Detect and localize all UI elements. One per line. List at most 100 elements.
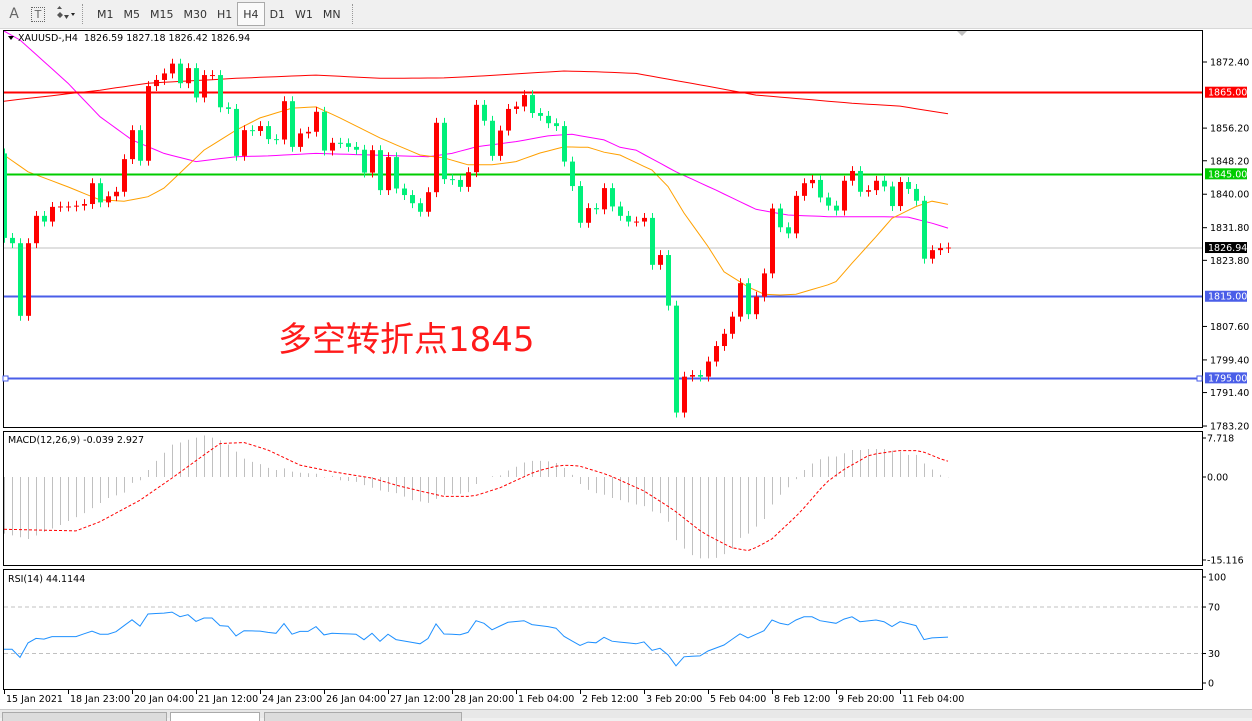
macd-panel-border [3,431,1203,566]
time-tick-label: 8 Feb 12:00 [774,694,830,705]
candle-body [914,188,919,201]
candle [130,125,135,165]
text-tool-icon[interactable]: A [9,6,19,22]
candle-body [234,108,239,156]
candle [890,181,895,211]
text-label-tool-icon[interactable]: T [31,6,45,22]
candle [674,300,679,418]
candle [170,58,175,79]
chart-annotation-text[interactable]: 多空转折点1845 [278,320,535,360]
rsi-label: RSI(14) 44.1144 [8,574,85,585]
candle-body [714,346,719,362]
price-tick-label: 1783.20 [1210,422,1249,433]
rsi-panel-border [3,569,1203,690]
candle [194,63,199,103]
toolbar-separator [82,4,86,24]
candle [850,166,855,186]
time-tick-label: 26 Jan 04:00 [326,694,386,705]
level-price-label-bg [1205,86,1247,98]
candle-body [498,130,503,156]
price-axis: 1872.40 1856.20 1848.20 1840.00 1831.80 1823.… [1203,58,1249,690]
candle-body [866,190,871,192]
timeframe-m1[interactable]: M1 [97,7,114,21]
candle-body [250,130,255,132]
candle-body [466,172,471,187]
candle [554,118,559,131]
candle-body [834,205,839,211]
candle-body [114,191,119,197]
timeframe-h4[interactable]: H4 [237,2,265,26]
candle-body [826,197,831,206]
candle-body [4,153,7,238]
candle-body [538,113,543,116]
main-price-panel[interactable] [2,31,1202,418]
candle-body [370,150,375,173]
candle [842,175,847,216]
candle-body [522,95,527,107]
candle [386,152,391,196]
candle-body [738,283,743,317]
candle-body [162,73,167,80]
candle-body [282,101,287,140]
candle [946,242,951,253]
candle-body [346,143,351,147]
candle [10,232,15,249]
candle [354,141,359,155]
candle-body [394,157,399,189]
candle [338,137,343,149]
shapes-dropdown-icon[interactable] [54,3,76,25]
candle-body [98,183,103,203]
timeframe-d1[interactable]: D1 [269,7,286,21]
candle [834,200,839,216]
candle-body [338,142,343,144]
candle-body [266,126,271,140]
timeframe-h1[interactable]: H1 [217,7,233,21]
chart-shift-marker-icon[interactable] [957,31,967,36]
rsi-line [4,611,949,667]
rsi-panel[interactable] [4,606,1202,667]
candle [330,137,335,156]
candle [474,99,479,178]
candle [210,70,215,80]
candle-body [874,180,879,191]
candle [514,101,519,114]
candle [458,175,463,192]
timeframe-mn[interactable]: MN [322,7,341,21]
time-tick-label: 24 Jan 23:00 [262,694,322,705]
time-tick-label: 11 Feb 04:00 [902,694,964,705]
candle-body [362,149,367,173]
candle-body [802,183,807,196]
timeframe-m5[interactable]: M5 [123,7,141,21]
candle-body [698,375,703,377]
candle [714,341,719,367]
rsi-tick-label: 0 [1208,679,1214,690]
candle [562,121,567,167]
timeframe-w1[interactable]: W1 [295,7,313,21]
candle [258,121,263,136]
candle [138,125,143,166]
level-price-label: 1865.00 [1208,88,1247,99]
candle-body [746,283,751,315]
candle-body [138,130,143,161]
time-tick-label: 5 Feb 04:00 [710,694,766,705]
candle [722,328,727,351]
candle [394,152,399,194]
candle-body [106,196,111,203]
timeframe-m15[interactable]: M15 [150,7,174,21]
candle [626,210,631,227]
price-tick-label: 1856.20 [1210,124,1249,135]
collapse-triangle-icon[interactable] [8,36,14,40]
candle-body [634,221,639,223]
price-tick-label: 1791.40 [1210,388,1249,399]
timeframe-m30[interactable]: M30 [183,7,208,21]
macd-panel[interactable] [4,435,1202,559]
time-tick-label: 28 Jan 20:00 [454,694,514,705]
candle [818,175,823,203]
price-tick-label: 1831.80 [1210,223,1249,234]
candle-body [50,206,55,222]
candle-body [10,237,15,244]
candle [146,81,151,166]
candle-body [562,126,567,162]
candle [26,238,31,321]
